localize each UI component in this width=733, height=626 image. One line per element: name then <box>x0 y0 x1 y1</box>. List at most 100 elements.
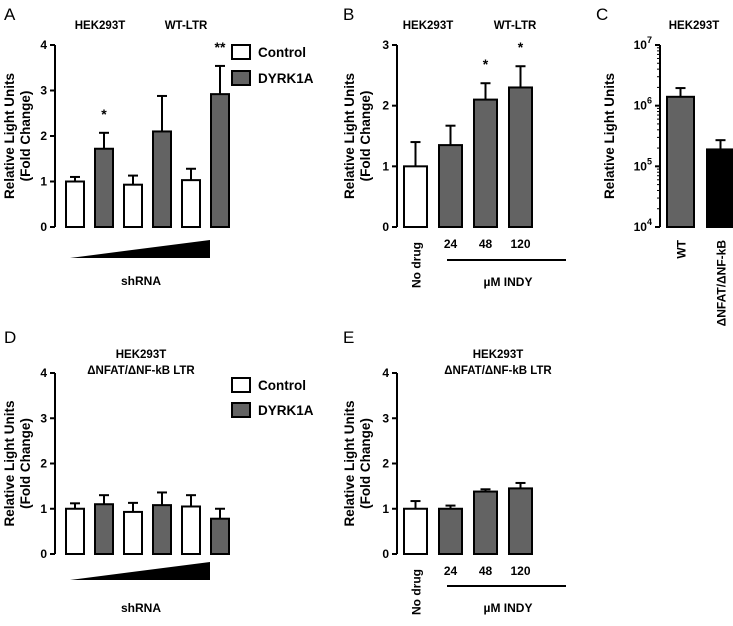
legend-swatch-A-1 <box>231 70 251 86</box>
x-axis-label-B: µM INDY <box>484 275 533 289</box>
legend-label-A-0: Control <box>258 45 306 60</box>
y-tick-exp-C-3: 7 <box>647 35 652 45</box>
y-axis-label-line2-B: (Fold Change) <box>358 91 373 182</box>
bar-A-1 <box>94 147 114 229</box>
bar-A-3 <box>152 130 172 228</box>
bar-D-3 <box>152 504 172 556</box>
y-axis-label-E: Relative Light Units(Fold Change) <box>342 400 373 526</box>
bar-A-4 <box>181 179 201 228</box>
bar-A-5 <box>210 93 230 228</box>
bar-E-1 <box>438 507 463 555</box>
y-tick-exp-C-0: 4 <box>647 217 652 227</box>
y-tick-label-B-1: 1 <box>382 159 389 173</box>
y-tick-label-A-0: 0 <box>40 220 47 234</box>
panel-header-A-0: HEK293T <box>75 20 126 32</box>
panel-letter-A: A <box>4 5 16 24</box>
x-category-label-B-3: 120 <box>510 237 530 251</box>
y-tick-label-D-4: 4 <box>40 366 47 380</box>
panel-letter-D: D <box>4 328 16 347</box>
x-category-label-C-0: WT <box>675 239 689 258</box>
legend-label-D-0: Control <box>258 378 306 393</box>
panel-header-D-1: ΔNFAT/ΔNF-kB LTR <box>87 365 195 377</box>
y-tick-label-D-2: 2 <box>40 457 47 471</box>
y-axis-label-line1-D: Relative Light Units <box>2 400 17 526</box>
bar-B-1 <box>438 144 463 229</box>
y-tick-label-C-3: 107 <box>634 35 652 52</box>
legend-swatch-A-0 <box>231 44 251 60</box>
y-tick-base-C-1: 10 <box>634 159 648 173</box>
bar-A-2 <box>123 183 143 228</box>
y-tick-label-E-4: 4 <box>382 366 389 380</box>
y-axis-label-line1-A: Relative Light Units <box>2 73 17 199</box>
y-tick-label-A-2: 2 <box>40 129 47 143</box>
bar-E-2 <box>473 490 498 555</box>
y-tick-label-A-3: 3 <box>40 84 47 98</box>
y-tick-label-C-1: 105 <box>634 156 652 173</box>
significance-A-1: * <box>101 106 107 122</box>
y-tick-label-B-3: 3 <box>382 38 389 52</box>
panel-header-C-0: HEK293T <box>669 20 720 32</box>
shrna-gradient-wedge-D <box>70 562 210 580</box>
x-category-label-C-1: ΔNFAT/ΔNF-kB <box>715 240 729 327</box>
bar-D-4 <box>181 505 201 555</box>
bar-A-0 <box>65 180 85 228</box>
y-axis-label-D: Relative Light Units(Fold Change) <box>2 400 33 526</box>
bar-B-2 <box>473 98 498 228</box>
significance-A-5: ** <box>215 39 226 55</box>
x-category-label-E-2: 48 <box>479 564 493 578</box>
bar-E-0 <box>403 507 428 555</box>
y-axis-label-line2-D: (Fold Change) <box>18 418 33 509</box>
x-category-label-E-1: 24 <box>444 564 458 578</box>
panel-letter-B: B <box>343 5 354 24</box>
y-tick-label-A-4: 4 <box>40 38 47 52</box>
panel-header-B-1: WT-LTR <box>494 20 537 32</box>
bar-C-0 <box>666 95 695 229</box>
y-tick-label-D-1: 1 <box>40 502 47 516</box>
y-tick-label-E-1: 1 <box>382 502 389 516</box>
bar-E-3 <box>508 487 533 556</box>
y-tick-label-C-0: 104 <box>634 217 652 234</box>
x-axis-label-A: shRNA <box>121 274 161 288</box>
y-tick-label-A-1: 1 <box>40 175 47 189</box>
panel-header-D-0: HEK293T <box>116 349 167 361</box>
y-axis-label-A: Relative Light Units(Fold Change) <box>2 73 33 199</box>
x-category-label-E-3: 120 <box>510 564 530 578</box>
panel-header-E-1: ΔNFAT/ΔNF-kB LTR <box>444 365 552 377</box>
panel-letter-C: C <box>596 5 608 24</box>
shrna-gradient-wedge-A <box>70 240 210 258</box>
y-tick-label-E-0: 0 <box>382 547 389 561</box>
bar-D-5 <box>210 517 230 556</box>
legend-label-D-1: DYRK1A <box>258 403 314 418</box>
legend-swatch-D-0 <box>231 377 251 393</box>
bar-B-3 <box>508 86 533 229</box>
y-axis-label-line1-B: Relative Light Units <box>342 73 357 199</box>
bar-D-1 <box>94 503 114 556</box>
x-category-label-E-0: No drug <box>410 569 424 615</box>
y-tick-exp-C-1: 5 <box>647 156 652 166</box>
y-tick-label-E-2: 2 <box>382 457 389 471</box>
x-axis-label-E: µM INDY <box>484 601 533 615</box>
x-axis-label-D: shRNA <box>121 601 161 615</box>
panel-header-B-0: HEK293T <box>403 20 454 32</box>
y-axis-label-line2-A: (Fold Change) <box>18 91 33 182</box>
bar-C-1 <box>706 148 733 229</box>
y-axis-label-C: Relative Light Units <box>602 73 617 199</box>
x-category-label-B-1: 24 <box>444 237 458 251</box>
y-tick-exp-C-2: 6 <box>647 96 652 106</box>
y-axis-label-B: Relative Light Units(Fold Change) <box>342 73 373 199</box>
bar-D-0 <box>65 507 85 555</box>
bar-B-0 <box>403 165 428 228</box>
y-tick-label-D-3: 3 <box>40 411 47 425</box>
panel-letter-E: E <box>343 328 354 347</box>
y-tick-label-C-2: 106 <box>634 96 652 113</box>
panel-header-A-1: WT-LTR <box>165 20 208 32</box>
x-category-label-B-0: No drug <box>410 242 424 288</box>
y-tick-label-E-3: 3 <box>382 411 389 425</box>
significance-B-3: * <box>518 39 524 55</box>
y-tick-base-C-0: 10 <box>634 220 648 234</box>
y-tick-label-B-0: 0 <box>382 220 389 234</box>
bar-D-2 <box>123 510 143 556</box>
legend-swatch-D-1 <box>231 402 251 418</box>
significance-B-2: * <box>483 56 489 72</box>
